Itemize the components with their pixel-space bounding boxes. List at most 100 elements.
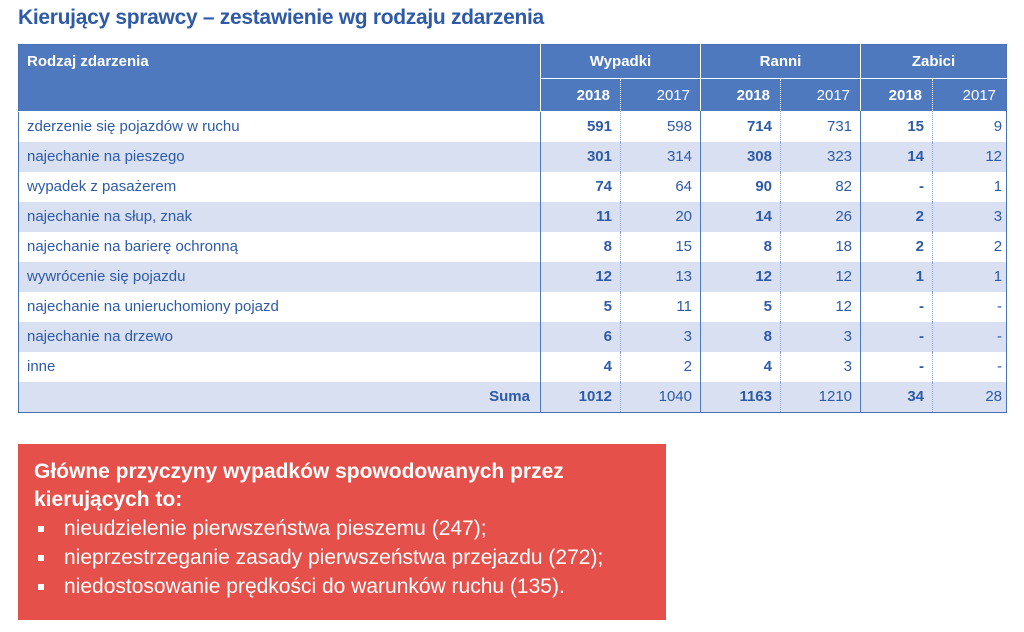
cell-value: 1 xyxy=(932,171,1007,202)
sum-value: 34 xyxy=(860,381,933,412)
cell-value: 64 xyxy=(620,171,701,202)
year-header: 2017 xyxy=(779,78,861,111)
cell-value: - xyxy=(932,291,1007,322)
table-row: najechanie na barierę ochronną 8 15 8 18… xyxy=(18,231,1007,262)
square-bullet-icon xyxy=(38,584,44,590)
cell-value: 14 xyxy=(700,201,781,232)
row-label: najechanie na pieszego xyxy=(18,141,541,172)
causes-callout: Główne przyczyny wypadków spowodowanych … xyxy=(18,444,666,620)
table-row: najechanie na unieruchomiony pojazd 5 11… xyxy=(18,291,1007,322)
cell-value: 15 xyxy=(620,231,701,262)
row-label: inne xyxy=(18,351,541,382)
cell-value: 15 xyxy=(860,111,933,142)
cell-value: 9 xyxy=(932,111,1007,142)
cell-value: 598 xyxy=(620,111,701,142)
cell-value: 1 xyxy=(932,261,1007,292)
cell-value: 8 xyxy=(700,321,781,352)
cell-value: 301 xyxy=(540,141,621,172)
year-header: 2018 xyxy=(700,78,781,111)
table-row: wywrócenie się pojazdu 12 13 12 12 1 1 xyxy=(18,261,1007,292)
year-header: 2018 xyxy=(540,78,621,111)
group-header-ranni: Ranni xyxy=(699,44,861,79)
sum-value: 1040 xyxy=(620,381,701,412)
square-bullet-icon xyxy=(38,555,44,561)
cell-value: - xyxy=(860,171,933,202)
cell-value: 4 xyxy=(700,351,781,382)
cell-value: 3 xyxy=(620,321,701,352)
table-row: inne 4 2 4 3 - - xyxy=(18,351,1007,382)
cell-value: 8 xyxy=(540,231,621,262)
table-year-header-row: 2018 2017 2018 2017 2018 2017 xyxy=(19,78,1007,111)
cell-value: 5 xyxy=(700,291,781,322)
list-item: nieprzestrzeganie zasady pierwszeństwa p… xyxy=(34,543,650,572)
cell-value: 308 xyxy=(700,141,781,172)
accidents-table: Rodzaj zdarzenia Wypadki Ranni Zabici 20… xyxy=(18,44,1008,413)
cell-value: 2 xyxy=(860,201,933,232)
cell-value: - xyxy=(932,321,1007,352)
cell-value: 591 xyxy=(540,111,621,142)
table-row: najechanie na pieszego 301 314 308 323 1… xyxy=(18,141,1007,172)
cell-value: 731 xyxy=(779,111,861,142)
cell-value: 2 xyxy=(860,231,933,262)
cell-value: - xyxy=(932,351,1007,382)
cell-value: 12 xyxy=(540,261,621,292)
page-title: Kierujący sprawcy – zestawienie wg rodza… xyxy=(18,6,544,29)
year-header: 2017 xyxy=(932,78,1007,111)
square-bullet-icon xyxy=(38,526,44,532)
sum-value: 28 xyxy=(932,381,1007,412)
cell-value: 12 xyxy=(779,291,861,322)
cause-text: niedostosowanie prędkości do warunków ru… xyxy=(64,575,565,598)
cell-value: 6 xyxy=(540,321,621,352)
cell-value: - xyxy=(860,321,933,352)
cell-value: 714 xyxy=(700,111,781,142)
cell-value: - xyxy=(860,291,933,322)
cell-value: 11 xyxy=(620,291,701,322)
cell-value: - xyxy=(860,351,933,382)
cell-value: 3 xyxy=(932,201,1007,232)
cell-value: 11 xyxy=(540,201,621,232)
cell-value: 3 xyxy=(779,351,861,382)
sum-label: Suma xyxy=(18,381,541,412)
row-label: zderzenie się pojazdów w ruchu xyxy=(18,111,541,142)
table-row: najechanie na słup, znak 11 20 14 26 2 3 xyxy=(18,201,1007,232)
cause-text: nieprzestrzeganie zasady pierwszeństwa p… xyxy=(64,546,604,569)
cell-value: 5 xyxy=(540,291,621,322)
cell-value: 90 xyxy=(700,171,781,202)
cell-value: 12 xyxy=(932,141,1007,172)
group-header-zabici: Zabici xyxy=(860,44,1007,79)
row-label: najechanie na drzewo xyxy=(18,321,541,352)
table-group-header-row: Rodzaj zdarzenia Wypadki Ranni Zabici xyxy=(18,44,1007,112)
cell-value: 26 xyxy=(779,201,861,232)
cell-value: 314 xyxy=(620,141,701,172)
row-label: najechanie na barierę ochronną xyxy=(18,231,541,262)
cell-value: 20 xyxy=(620,201,701,232)
year-header: 2018 xyxy=(860,78,933,111)
cell-value: 3 xyxy=(779,321,861,352)
cell-value: 2 xyxy=(620,351,701,382)
row-label: wywrócenie się pojazdu xyxy=(18,261,541,292)
cell-value: 8 xyxy=(700,231,781,262)
cell-value: 323 xyxy=(779,141,861,172)
list-item: niedostosowanie prędkości do warunków ru… xyxy=(34,572,650,601)
table-row: zderzenie się pojazdów w ruchu 591 598 7… xyxy=(18,111,1007,142)
cell-value: 14 xyxy=(860,141,933,172)
sum-row: Suma 1012 1040 1163 1210 34 28 xyxy=(18,381,1007,412)
cell-value: 12 xyxy=(779,261,861,292)
cell-value: 74 xyxy=(540,171,621,202)
cell-value: 82 xyxy=(779,171,861,202)
sum-value: 1012 xyxy=(540,381,621,412)
cell-value: 13 xyxy=(620,261,701,292)
sum-value: 1163 xyxy=(700,381,781,412)
list-item: nieudzielenie pierwszeństwa pieszemu (24… xyxy=(34,514,650,543)
cell-value: 2 xyxy=(932,231,1007,262)
cell-value: 1 xyxy=(860,261,933,292)
cell-value: 18 xyxy=(779,231,861,262)
category-column-header: Rodzaj zdarzenia xyxy=(18,44,541,112)
table-row: wypadek z pasażerem 74 64 90 82 - 1 xyxy=(18,171,1007,202)
table-row: najechanie na drzewo 6 3 8 3 - - xyxy=(18,321,1007,352)
row-label: najechanie na słup, znak xyxy=(18,201,541,232)
row-label: wypadek z pasażerem xyxy=(18,171,541,202)
cell-value: 4 xyxy=(540,351,621,382)
causes-heading: Główne przyczyny wypadków spowodowanych … xyxy=(34,460,564,511)
group-header-wypadki: Wypadki xyxy=(540,44,701,79)
